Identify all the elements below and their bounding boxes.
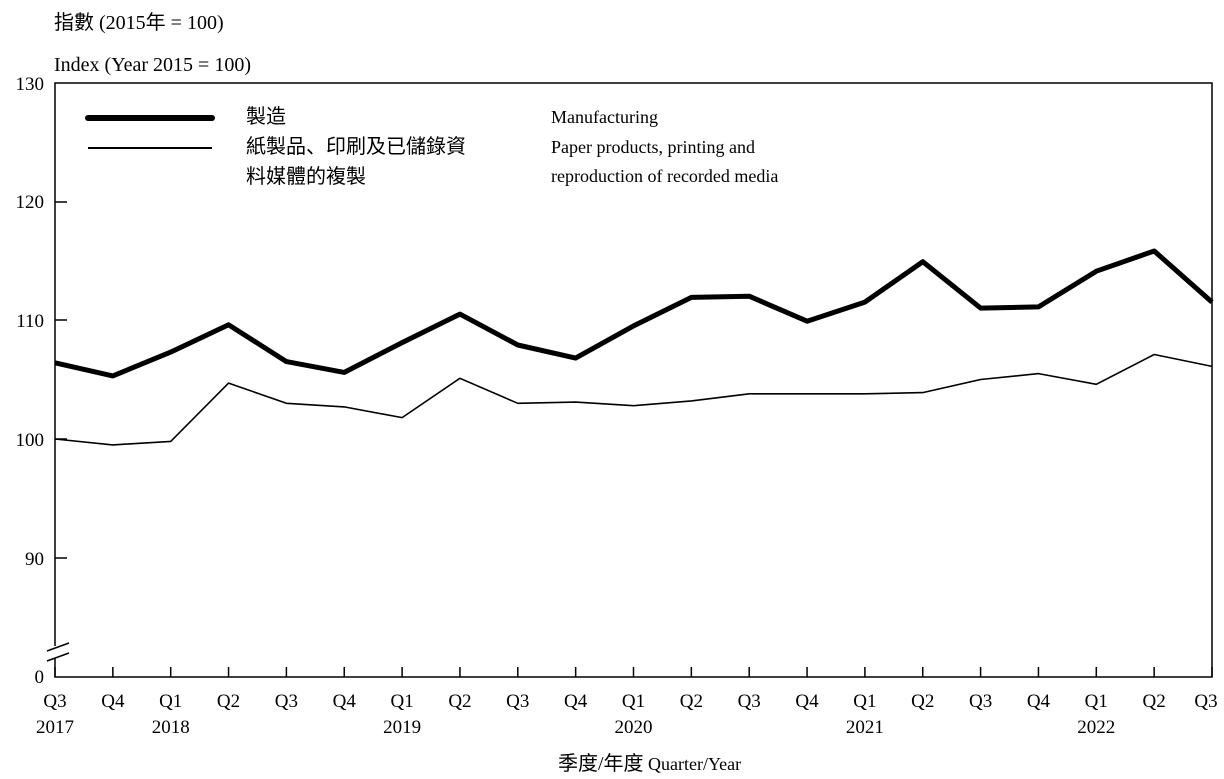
x-tick-label-year: 2017: [36, 717, 74, 738]
x-tick-label-quarter: Q3: [506, 691, 529, 712]
y-axis-title-zh: 指數 (2015年 = 100): [54, 12, 224, 34]
legend-label-manufacturing-en: Manufacturing: [551, 107, 658, 127]
x-tick-label-year: 2022: [1077, 717, 1115, 738]
x-tick-label-quarter: Q1: [622, 691, 645, 712]
y-axis-break: [46, 642, 70, 662]
x-tick-label-quarter: Q2: [217, 691, 240, 712]
x-tick-label-quarter: Q1: [1085, 691, 1108, 712]
legend-label-manufacturing-zh: 製造: [246, 105, 286, 128]
y-tick-label-100: 100: [16, 430, 45, 451]
y-tick-label-110: 110: [16, 311, 44, 332]
x-tick-label-year: 2020: [615, 717, 653, 738]
x-tick-label-quarter: Q1: [390, 691, 413, 712]
x-tick-label-quarter: Q2: [1143, 691, 1166, 712]
legend-label-paper-printing-zh-line1: 紙製品、印刷及已儲錄資: [246, 135, 466, 158]
x-axis-title-en: Quarter/Year: [648, 754, 741, 774]
legend-label-paper-printing-en-line1: Paper products, printing and: [551, 137, 755, 157]
x-tick-label-year: 2021: [846, 717, 884, 738]
y-axis-title-en: Index (Year 2015 = 100): [54, 54, 251, 76]
series-line-1: [54, 353, 1213, 446]
x-tick-label-quarter: Q3: [275, 691, 298, 712]
x-tick-label-quarter: Q3: [43, 691, 66, 712]
x-tick-label-year: 2018: [152, 717, 190, 738]
x-tick-label-quarter: Q3: [969, 691, 992, 712]
x-tick-label-quarter: Q1: [159, 691, 182, 712]
x-tick-label-quarter: Q4: [564, 691, 588, 712]
x-tick-label-quarter: Q4: [101, 691, 125, 712]
legend-label-paper-printing-zh-line2: 料媒體的複製: [246, 165, 366, 188]
legend-label-paper-printing-en-line2: reproduction of recorded media: [551, 166, 778, 186]
x-tick-label-quarter: Q2: [911, 691, 934, 712]
x-tick-label-quarter: Q4: [795, 691, 819, 712]
y-tick-label-120: 120: [16, 192, 45, 213]
x-axis-title-zh: 季度/年度: [558, 752, 644, 775]
y-tick-label-90: 90: [25, 549, 44, 570]
x-axis: Q3 Q4 Q1 Q2 Q3 Q4 Q1 Q2 Q3 Q4 Q1 Q2 Q3 Q4 Q1 Q2 Q3 Q4 Q1 Q2…: [36, 667, 1218, 738]
x-tick-label-quarter: Q1: [853, 691, 876, 712]
x-tick-label-quarter: Q4: [1027, 691, 1051, 712]
x-tick-label-quarter: Q3: [1194, 691, 1217, 712]
y-tick-marks: [55, 201, 67, 559]
y-tick-label-0: 0: [35, 667, 45, 688]
x-tick-label-quarter: Q2: [448, 691, 471, 712]
x-tick-label-quarter: Q3: [738, 691, 761, 712]
legend: 製造 Manufacturing 紙製品、印刷及已儲錄資 料媒體的複製 Pape…: [85, 105, 778, 188]
x-tick-label-quarter: Q2: [680, 691, 703, 712]
x-tick-label-year: 2019: [383, 717, 421, 738]
x-tick-label-quarter: Q4: [333, 691, 357, 712]
y-tick-label-130: 130: [16, 74, 45, 95]
series-line-0: [54, 248, 1214, 379]
series-layer: [54, 248, 1214, 446]
